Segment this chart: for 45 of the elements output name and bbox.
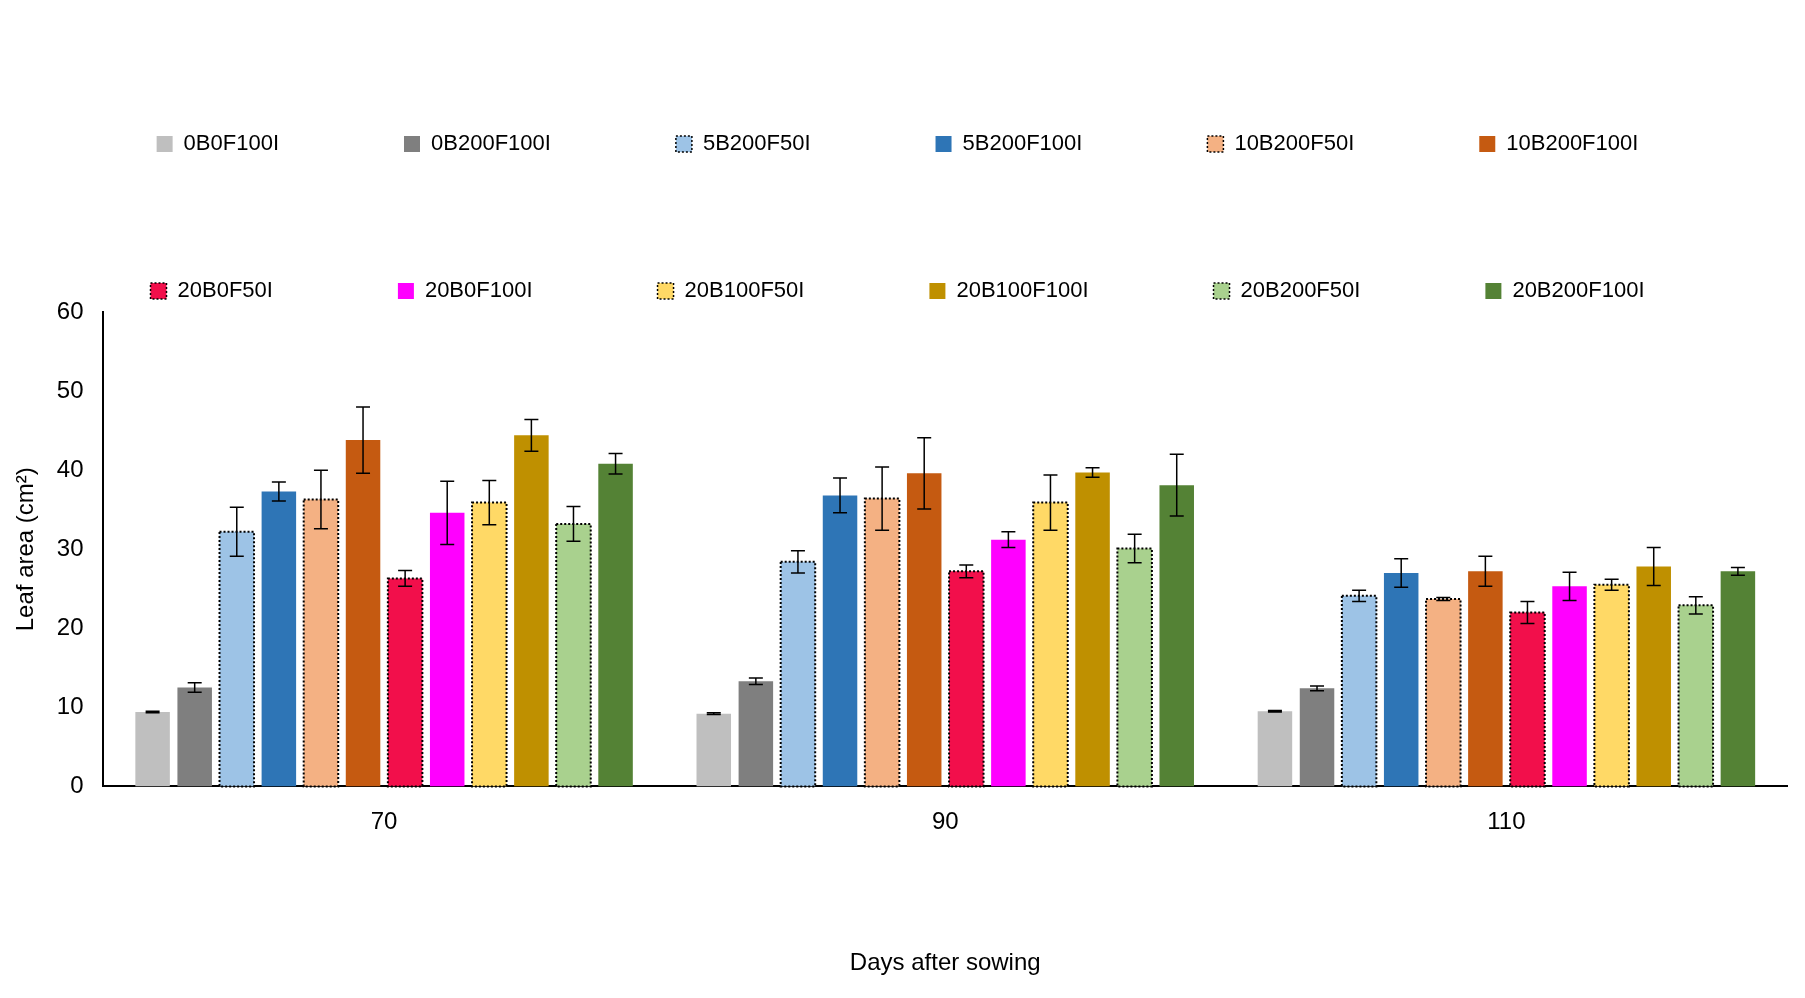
legend-label: 5B200F50I <box>702 130 811 156</box>
legend-label: 20B100F100I <box>956 277 1089 303</box>
bar <box>429 512 465 787</box>
y-tick-label: 60 <box>56 296 84 324</box>
y-tick-label: 10 <box>56 691 84 719</box>
legend-label: 20B200F100I <box>1512 277 1645 303</box>
y-tick-label: 40 <box>56 454 84 482</box>
bar <box>598 463 633 787</box>
bar <box>1299 688 1335 787</box>
bar <box>738 681 774 787</box>
legend-label: 20B200F50I <box>1240 277 1361 303</box>
y-tick-label: 0 <box>70 771 84 799</box>
bar <box>345 440 381 787</box>
y-tick-label: 50 <box>56 375 84 403</box>
bar <box>1159 485 1194 787</box>
bar <box>1257 711 1293 787</box>
bar <box>906 473 942 787</box>
bar <box>1383 572 1419 787</box>
bar <box>822 495 858 787</box>
bar <box>991 539 1026 787</box>
x-tick-label: 70 <box>370 807 398 835</box>
y-axis-title: Leaf area (cm²) <box>11 467 39 632</box>
x-tick-label: 110 <box>1487 807 1526 835</box>
x-axis-title: Days after sowing <box>849 948 1041 976</box>
bar <box>1468 571 1503 787</box>
bar <box>135 712 170 787</box>
bar <box>261 491 297 787</box>
bar <box>696 713 732 787</box>
y-tick-label: 30 <box>56 533 84 561</box>
legend-label: 20B0F50I <box>177 277 273 303</box>
bar <box>514 435 549 787</box>
legend-label: 0B200F100I <box>431 130 551 156</box>
bar <box>1075 472 1110 787</box>
bar <box>1636 566 1671 787</box>
bar <box>1720 571 1756 787</box>
legend-label: 10B200F100I <box>1506 130 1639 156</box>
legend-label: 0B0F100I <box>183 130 280 156</box>
bar <box>177 687 212 787</box>
y-tick-label: 20 <box>56 612 84 640</box>
legend-label: 20B100F50I <box>684 277 805 303</box>
bar <box>1552 586 1587 787</box>
x-tick-label: 90 <box>931 807 959 835</box>
legend-label: 5B200F100I <box>962 130 1083 156</box>
legend-label: 20B0F100I <box>424 277 533 303</box>
legend-label: 10B200F50I <box>1234 130 1355 156</box>
